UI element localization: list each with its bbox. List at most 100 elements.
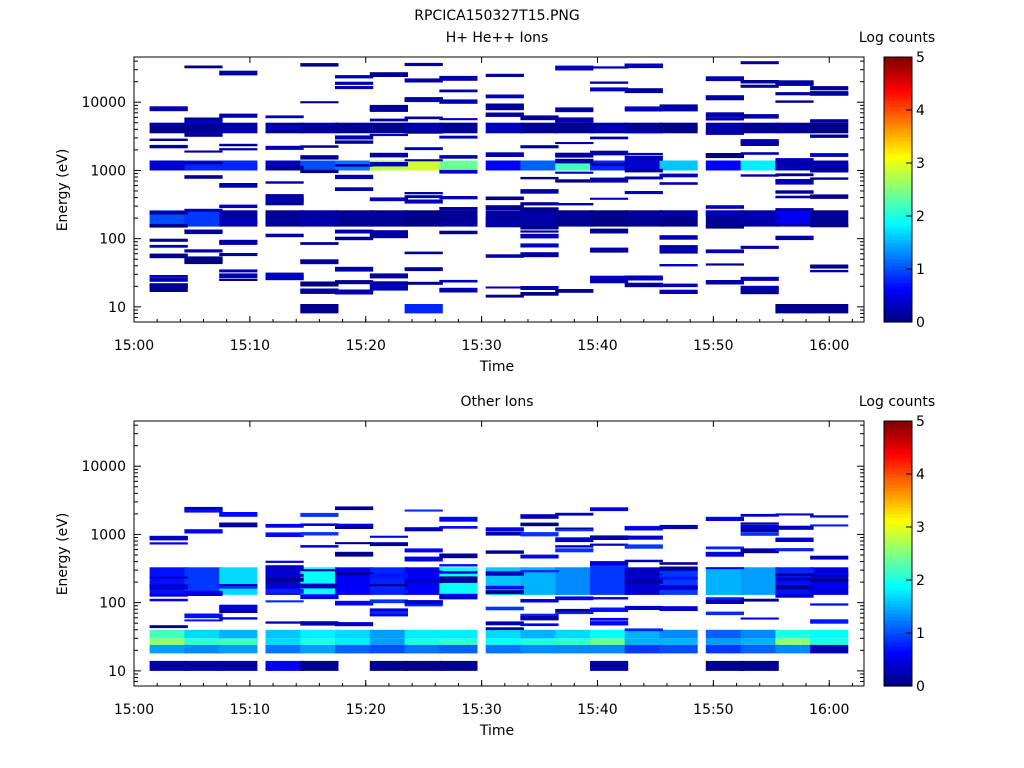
texture-streak: [219, 585, 258, 589]
texture-streak: [335, 231, 374, 234]
texture-streak: [705, 611, 744, 616]
colorbar-segment: [884, 139, 912, 144]
texture-streak: [300, 101, 339, 104]
panel1-y-label: Energy (eV): [55, 149, 71, 232]
heatmap-cell: [335, 638, 374, 645]
texture-streak: [404, 281, 443, 285]
texture-streak: [590, 228, 629, 234]
texture-streak: [439, 230, 478, 235]
texture-streak: [810, 86, 849, 91]
texture-streak: [335, 140, 374, 144]
texture-streak: [219, 143, 258, 147]
texture-streak: [705, 76, 744, 82]
texture-streak: [219, 148, 258, 151]
heatmap-cell: [404, 644, 443, 654]
texture-streak: [624, 570, 663, 576]
texture-streak: [740, 548, 779, 554]
colorbar-segment: [884, 96, 912, 101]
colorbar-segment: [884, 219, 912, 224]
texture-streak: [775, 537, 814, 542]
texture-streak: [404, 509, 443, 512]
heatmap-cell: [659, 160, 698, 171]
heatmap-cell: [485, 644, 524, 654]
colorbar-segment: [884, 308, 912, 313]
texture-streak: [404, 603, 443, 607]
heatmap-cell: [485, 629, 524, 639]
colorbar-segment: [884, 497, 912, 502]
texture-streak: [485, 73, 524, 77]
heatmap-cell: [624, 160, 663, 171]
texture-streak: [265, 621, 304, 624]
colorbar-segment: [884, 454, 912, 459]
colorbar-segment: [884, 669, 912, 674]
texture-streak: [705, 95, 744, 99]
colorbar-segment: [884, 159, 912, 164]
texture-streak: [705, 567, 744, 570]
texture-streak: [520, 286, 559, 290]
heatmap-cell: [740, 567, 779, 595]
texture-streak: [369, 573, 408, 579]
texture-streak: [740, 522, 779, 525]
heatmap-cell: [219, 160, 258, 171]
texture-streak: [265, 588, 304, 594]
texture-streak: [265, 560, 304, 563]
texture-streak: [520, 615, 559, 621]
texture-streak: [705, 132, 744, 135]
colorbar-segment: [884, 179, 912, 184]
texture-streak: [184, 507, 223, 510]
colorbar-segment: [884, 606, 912, 611]
colorbar-segment: [884, 646, 912, 651]
heatmap-cell: [775, 629, 814, 639]
colorbar-segment: [884, 533, 912, 538]
heatmap-cell: [659, 210, 698, 227]
heatmap-cell: [810, 629, 849, 639]
texture-streak: [184, 117, 223, 120]
texture-streak: [369, 230, 408, 236]
texture-streak: [219, 269, 258, 273]
colorbar-segment: [884, 143, 912, 148]
texture-streak: [184, 161, 223, 165]
texture-streak: [520, 189, 559, 194]
texture-streak: [335, 526, 374, 529]
texture-streak: [740, 61, 779, 65]
texture-streak: [439, 571, 478, 574]
colorbar-segment: [884, 566, 912, 571]
heatmap-cell: [810, 122, 849, 134]
texture-streak: [184, 133, 223, 137]
texture-streak: [404, 251, 443, 255]
texture-streak: [520, 570, 559, 573]
colorbar-segment: [884, 474, 912, 478]
heatmap-cell: [219, 122, 258, 134]
texture-streak: [810, 524, 849, 527]
texture-streak: [219, 273, 258, 279]
panel2-colorbar-label: Log counts: [859, 394, 935, 410]
heatmap-cell: [300, 638, 339, 645]
texture-streak: [740, 141, 779, 146]
texture-streak: [404, 192, 443, 195]
texture-streak: [485, 294, 524, 298]
colorbar-segment: [884, 252, 912, 257]
heatmap-cell: [624, 629, 663, 639]
heatmap-cell: [265, 629, 304, 639]
texture-streak: [659, 571, 698, 575]
colorbar-segment: [884, 679, 912, 684]
colorbar-segment: [884, 295, 912, 300]
texture-streak: [219, 522, 258, 528]
colorbar-segment: [884, 186, 912, 191]
colorbar-segment: [884, 589, 912, 594]
colorbar-segment: [884, 676, 912, 680]
texture-streak: [265, 272, 304, 278]
heatmap-cell: [149, 644, 188, 654]
colorbar-segment: [884, 119, 912, 124]
heatmap-cell: [555, 638, 594, 645]
heatmap-cell: [705, 567, 744, 595]
colorbar-segment: [884, 493, 912, 498]
colorbar-segment: [884, 447, 912, 452]
texture-streak: [740, 525, 779, 529]
colorbar-segment: [884, 80, 912, 85]
texture-streak: [369, 72, 408, 77]
texture-streak: [439, 196, 478, 200]
texture-streak: [485, 606, 524, 611]
texture-streak: [485, 94, 524, 99]
heatmap-cell: [265, 644, 304, 654]
